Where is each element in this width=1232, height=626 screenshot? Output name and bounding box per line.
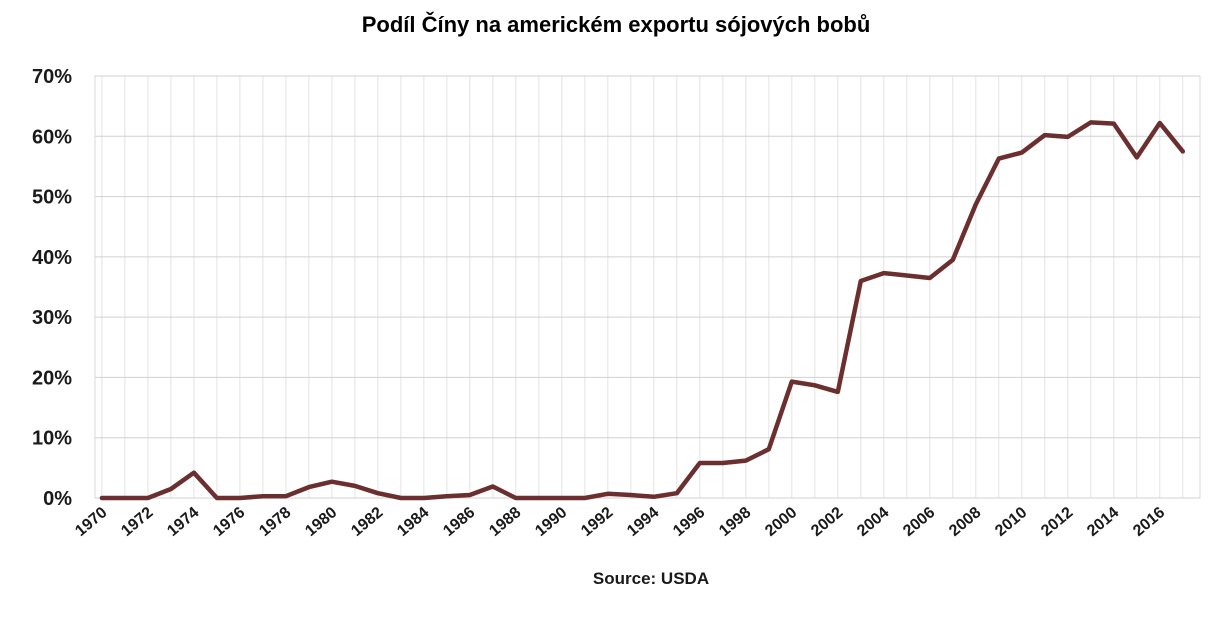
source-note: Source: USDA: [593, 569, 709, 588]
data-point: [859, 279, 863, 283]
data-point: [790, 380, 794, 384]
data-point: [974, 202, 978, 206]
x-tick-label: 2006: [900, 504, 938, 540]
data-point: [629, 493, 633, 497]
x-tick-label: 2008: [946, 504, 984, 540]
data-point: [721, 461, 725, 465]
y-tick-label: 40%: [32, 247, 72, 269]
y-tick-label: 10%: [32, 428, 72, 450]
data-point: [192, 471, 196, 475]
x-tick-label: 1974: [164, 504, 202, 540]
chart-title: Podíl Číny na americkém exportu sójových…: [361, 12, 871, 37]
x-tick-label: 1970: [72, 504, 110, 540]
data-point: [928, 276, 932, 280]
x-tick-label: 2012: [1038, 504, 1076, 540]
data-point: [905, 274, 909, 277]
data-point: [1112, 122, 1116, 126]
data-point: [537, 496, 541, 500]
y-axis-ticks: 0% 10% 20% 30% 40% 50% 60% 70%: [32, 66, 72, 510]
y-tick-label: 60%: [32, 126, 72, 148]
data-point: [514, 496, 518, 500]
data-point: [284, 494, 288, 498]
data-point: [951, 258, 955, 262]
x-tick-label: 2014: [1084, 504, 1122, 540]
data-point: [468, 493, 472, 497]
data-point: [882, 271, 886, 275]
x-tick-label: 2010: [992, 504, 1030, 540]
x-axis-ticks: 1970 1972 1974 1976 1978 1980 1982 1984 1986 1988…: [72, 504, 1168, 540]
data-point: [997, 157, 1001, 161]
data-point: [1020, 151, 1024, 155]
series-layer: [99, 120, 1186, 501]
data-point: [1181, 149, 1185, 153]
x-tick-label: 1994: [624, 504, 662, 540]
data-point: [675, 491, 679, 495]
data-point: [353, 484, 357, 488]
data-point: [744, 459, 748, 463]
x-tick-label: 1996: [670, 504, 708, 540]
data-point: [422, 496, 426, 500]
data-point: [330, 480, 334, 484]
data-point: [767, 447, 771, 451]
data-point: [100, 496, 104, 500]
x-tick-label: 1978: [256, 504, 294, 540]
data-point: [376, 491, 380, 495]
data-point: [1043, 133, 1047, 137]
x-tick-label: 1982: [348, 504, 386, 540]
y-tick-label: 0%: [43, 488, 72, 510]
data-point: [123, 496, 127, 500]
data-point: [813, 383, 817, 387]
x-tick-label: 2000: [762, 504, 800, 540]
x-tick-label: 1984: [394, 504, 432, 540]
data-point: [583, 496, 587, 500]
data-point: [1066, 135, 1070, 139]
x-tick-label: 1972: [118, 504, 156, 540]
x-tick-label: 2002: [808, 504, 846, 540]
x-tick-label: 1992: [578, 504, 616, 540]
data-point: [560, 496, 564, 500]
plot-frame: [94, 75, 1201, 499]
data-point: [261, 494, 265, 498]
data-point: [445, 494, 449, 498]
data-point: [1158, 121, 1162, 125]
y-tick-label: 50%: [32, 187, 72, 209]
x-tick-label: 1990: [532, 504, 570, 540]
data-point: [606, 492, 610, 496]
data-point: [238, 496, 242, 500]
y-tick-label: 30%: [32, 307, 72, 329]
y-tick-label: 70%: [32, 66, 72, 88]
data-point: [1089, 120, 1093, 124]
data-point: [307, 485, 311, 489]
data-point: [652, 495, 656, 499]
data-point: [146, 496, 150, 500]
data-point: [215, 496, 219, 500]
x-tick-label: 1980: [302, 504, 340, 540]
grid-lines: [94, 75, 1201, 499]
data-point: [169, 487, 173, 491]
data-point: [491, 485, 495, 488]
x-tick-label: 1976: [210, 504, 248, 540]
data-point: [399, 496, 403, 500]
x-tick-label: 1986: [440, 504, 478, 540]
series-line: [99, 120, 1186, 501]
y-tick-label: 20%: [32, 367, 72, 389]
data-point: [1135, 155, 1139, 159]
data-point: [698, 461, 702, 465]
x-tick-label: 1998: [716, 504, 754, 540]
x-tick-label: 1988: [486, 504, 524, 540]
data-point: [836, 390, 840, 394]
x-tick-label: 2016: [1130, 504, 1168, 540]
x-tick-label: 2004: [854, 504, 892, 540]
